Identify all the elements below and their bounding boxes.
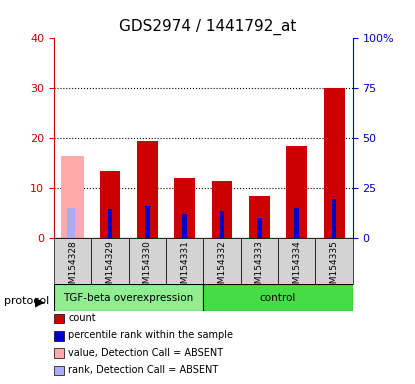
Bar xyxy=(61,156,84,238)
Bar xyxy=(67,208,75,238)
Bar xyxy=(107,209,112,238)
Text: control: control xyxy=(260,293,296,303)
Bar xyxy=(294,208,299,238)
Bar xyxy=(332,199,337,238)
FancyBboxPatch shape xyxy=(278,238,315,284)
Text: percentile rank within the sample: percentile rank within the sample xyxy=(68,330,234,340)
Text: value, Detection Call = ABSENT: value, Detection Call = ABSENT xyxy=(68,348,224,358)
Text: GSM154329: GSM154329 xyxy=(105,240,115,295)
Text: GSM154330: GSM154330 xyxy=(143,240,152,295)
FancyBboxPatch shape xyxy=(54,284,203,311)
Text: GSM154331: GSM154331 xyxy=(180,240,189,295)
FancyBboxPatch shape xyxy=(129,238,166,284)
Text: GDS2974 / 1441792_at: GDS2974 / 1441792_at xyxy=(119,19,296,35)
FancyBboxPatch shape xyxy=(166,238,203,284)
FancyBboxPatch shape xyxy=(203,284,353,311)
FancyBboxPatch shape xyxy=(203,238,241,284)
Bar xyxy=(257,218,262,238)
Text: GSM154333: GSM154333 xyxy=(255,240,264,295)
Text: TGF-beta overexpression: TGF-beta overexpression xyxy=(63,293,194,303)
Text: GSM154332: GSM154332 xyxy=(217,240,227,295)
Bar xyxy=(249,195,270,238)
Text: protocol: protocol xyxy=(4,296,49,306)
Bar xyxy=(137,141,158,238)
Text: ▶: ▶ xyxy=(35,295,45,308)
Bar xyxy=(212,180,232,238)
Text: GSM154335: GSM154335 xyxy=(330,240,339,295)
Bar xyxy=(182,214,187,238)
Bar xyxy=(220,211,225,238)
Bar xyxy=(100,170,120,238)
Text: rank, Detection Call = ABSENT: rank, Detection Call = ABSENT xyxy=(68,365,219,375)
FancyBboxPatch shape xyxy=(54,238,91,284)
Bar xyxy=(286,146,307,238)
FancyBboxPatch shape xyxy=(241,238,278,284)
Text: GSM154334: GSM154334 xyxy=(292,240,301,295)
FancyBboxPatch shape xyxy=(315,238,353,284)
Bar xyxy=(145,206,150,238)
Text: count: count xyxy=(68,313,96,323)
FancyBboxPatch shape xyxy=(91,238,129,284)
Text: GSM154328: GSM154328 xyxy=(68,240,77,295)
Bar xyxy=(174,178,195,238)
Bar xyxy=(324,88,344,238)
